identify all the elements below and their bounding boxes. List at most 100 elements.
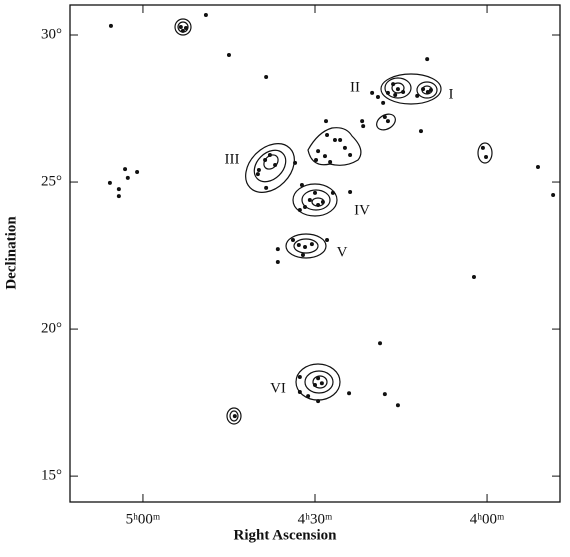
- point: [385, 119, 390, 124]
- point: [319, 381, 324, 386]
- point: [425, 57, 430, 62]
- point: [316, 376, 321, 381]
- point: [471, 275, 476, 280]
- point: [116, 187, 121, 192]
- point: [382, 115, 387, 120]
- point: [255, 172, 260, 177]
- point: [273, 162, 278, 167]
- y-tick-label: 25°: [41, 173, 62, 189]
- annotation: VI: [270, 380, 286, 396]
- point: [395, 403, 400, 408]
- point: [418, 129, 423, 134]
- point: [328, 160, 333, 165]
- point: [232, 414, 237, 419]
- point: [385, 90, 390, 95]
- y-tick-label: 30°: [41, 26, 62, 42]
- point: [275, 260, 280, 265]
- annotation: III: [225, 151, 240, 167]
- point: [535, 165, 540, 170]
- annotation: I: [449, 86, 454, 102]
- point: [325, 237, 330, 242]
- y-tick-label: 20°: [41, 321, 62, 337]
- point: [348, 190, 353, 195]
- point: [342, 145, 347, 150]
- point: [338, 137, 343, 142]
- point: [348, 152, 353, 157]
- x-axis-label: Right Ascension: [234, 527, 338, 543]
- annotation: IV: [354, 202, 370, 218]
- point: [264, 185, 269, 190]
- annotation: V: [337, 244, 348, 260]
- point: [382, 392, 387, 397]
- point: [293, 160, 298, 165]
- point: [314, 157, 319, 162]
- point: [108, 23, 113, 28]
- point: [421, 87, 426, 92]
- point: [322, 154, 327, 159]
- point: [297, 390, 302, 395]
- plot-frame: [69, 4, 561, 503]
- point: [299, 182, 304, 187]
- point: [183, 25, 188, 30]
- point: [178, 25, 183, 30]
- point: [180, 28, 185, 33]
- point: [370, 90, 375, 95]
- point: [415, 93, 420, 98]
- point: [297, 375, 302, 380]
- point: [393, 92, 398, 97]
- y-tick-label: 15°: [41, 468, 62, 484]
- point: [361, 124, 366, 129]
- point: [306, 394, 311, 399]
- point: [425, 90, 430, 95]
- point: [303, 205, 308, 210]
- point: [360, 119, 365, 124]
- point: [297, 207, 302, 212]
- point: [320, 200, 325, 205]
- x-tick-label: 4ʰ30ᵐ: [298, 511, 333, 527]
- point: [391, 82, 396, 87]
- point: [135, 170, 140, 175]
- point: [123, 167, 128, 172]
- point: [267, 152, 272, 157]
- point: [401, 90, 406, 95]
- point: [300, 252, 305, 257]
- point: [264, 75, 269, 80]
- point: [378, 341, 383, 346]
- point: [125, 175, 130, 180]
- point: [303, 245, 308, 250]
- point: [480, 145, 485, 150]
- point: [551, 192, 556, 197]
- x-tick-label: 4ʰ00ᵐ: [470, 511, 505, 527]
- point: [290, 237, 295, 242]
- point: [116, 194, 121, 199]
- y-axis-label: Declination: [3, 216, 19, 290]
- point: [263, 157, 268, 162]
- point: [296, 242, 301, 247]
- point: [313, 382, 317, 387]
- point: [428, 87, 433, 92]
- point: [203, 12, 208, 17]
- point: [330, 190, 335, 195]
- point: [313, 190, 317, 195]
- point: [226, 52, 231, 57]
- point: [316, 399, 321, 404]
- point: [395, 87, 400, 92]
- point: [347, 391, 352, 396]
- point: [107, 180, 112, 185]
- point: [316, 202, 321, 207]
- point: [332, 137, 337, 142]
- point: [381, 100, 386, 105]
- point: [325, 132, 330, 137]
- point: [309, 242, 314, 247]
- point: [256, 167, 261, 172]
- point: [307, 197, 312, 202]
- point: [324, 119, 329, 124]
- contours: [174, 18, 493, 425]
- point: [316, 149, 321, 154]
- point: [375, 95, 380, 100]
- point: [484, 155, 489, 160]
- annotation: II: [350, 79, 360, 95]
- x-tick-label: 5ʰ00ᵐ: [126, 511, 161, 527]
- point: [275, 247, 280, 252]
